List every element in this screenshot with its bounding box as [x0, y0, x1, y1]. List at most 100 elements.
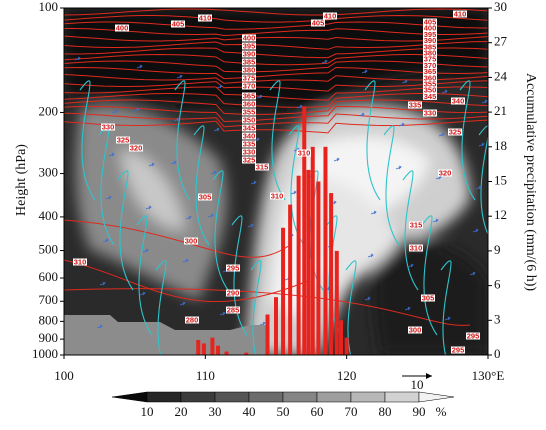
colorbar-cell — [146, 391, 182, 403]
wind-arrow — [210, 170, 217, 175]
wind-arrow — [148, 162, 155, 167]
y2-tick-label: 12 — [494, 207, 507, 222]
contour-label-box — [423, 86, 437, 94]
y2-tick-label: 24 — [494, 68, 508, 83]
colorbar-cell — [384, 391, 420, 403]
contour-label: 405 — [312, 18, 325, 27]
isentrope — [64, 219, 291, 258]
contour-label: 340 — [243, 131, 256, 140]
isentrope — [64, 80, 488, 92]
contour-label: 290 — [227, 288, 240, 297]
y-axis-title: Height (hPa) — [14, 144, 29, 216]
wind-arrow — [102, 238, 109, 243]
contour-label-box — [323, 12, 337, 20]
contour-label: 355 — [424, 79, 437, 88]
contour-label-box — [101, 123, 115, 131]
wind-arrow — [185, 215, 192, 220]
wind-arrow — [207, 213, 214, 218]
x-tick-label: 130°E — [472, 368, 505, 383]
contour-label: 340 — [452, 96, 465, 105]
wind-arrow — [139, 291, 146, 296]
contour-label: 395 — [424, 30, 437, 39]
streamline — [402, 170, 419, 291]
colorbar-label: 20 — [175, 404, 188, 419]
y-tick-label: 700 — [39, 292, 59, 307]
contour-label-box — [226, 264, 240, 272]
wind-arrow — [361, 69, 368, 74]
contour-label: 300 — [409, 325, 422, 334]
precipitation-bar — [302, 106, 307, 355]
isentrope — [64, 119, 488, 134]
y2-tick-label: 27 — [494, 34, 508, 49]
wind-arrow — [259, 321, 266, 326]
isentrope — [64, 74, 488, 84]
y-tick-label: 600 — [39, 269, 59, 284]
contour-label-box — [242, 116, 256, 124]
precipitation-bar — [323, 146, 328, 355]
contour-label-box — [408, 101, 422, 109]
contour-label-box — [171, 20, 185, 28]
wind-arrow — [176, 74, 183, 79]
colorbar-cell — [282, 391, 318, 403]
contour-label: 335 — [409, 100, 422, 109]
precipitation-bar — [210, 337, 215, 355]
contour-label-box — [423, 92, 437, 100]
y-tick-label: 1000 — [32, 346, 58, 361]
contour-label-box — [184, 237, 198, 245]
y2-tick-label: 9 — [494, 242, 501, 257]
contour-label: 360 — [243, 99, 256, 108]
precipitation-bar — [296, 175, 301, 355]
y-tick-label: 100 — [39, 0, 59, 14]
wind-arrow — [438, 132, 445, 137]
y-tick-label: 900 — [39, 330, 59, 345]
contour-label: 325 — [243, 155, 256, 164]
colorbar-cell — [316, 391, 352, 403]
contour-label: 405 — [424, 17, 437, 26]
streamline — [250, 260, 262, 355]
wind-arrow — [296, 104, 303, 109]
vector-reference-label: 10 — [411, 377, 424, 392]
isentrope — [64, 60, 488, 73]
isentrope — [64, 14, 488, 23]
colorbar-unit: % — [436, 404, 447, 419]
contour-label-box — [423, 68, 437, 76]
contour-label-box — [451, 346, 465, 354]
x-tick-label: 100 — [54, 368, 74, 383]
contour-label: 315 — [410, 220, 423, 229]
wind-arrow — [142, 248, 149, 253]
wind-arrow — [216, 84, 223, 89]
wind-arrow — [247, 223, 254, 228]
y-tick-label: 500 — [39, 242, 59, 257]
contour-label: 405 — [172, 19, 185, 28]
precipitation-bar — [224, 351, 229, 355]
colorbar-label: 10 — [141, 404, 154, 419]
precipitation-bar — [265, 314, 270, 355]
contour-label-box — [451, 97, 465, 105]
contour-label-box — [242, 100, 256, 108]
contour-label: 390 — [424, 36, 437, 45]
contour-label-box — [270, 192, 284, 200]
isentrope — [64, 47, 488, 59]
wind-arrow — [358, 112, 365, 117]
contour-label-box — [198, 14, 212, 22]
contour-label-box — [226, 289, 240, 297]
contour-label-box — [423, 55, 437, 63]
contour-label-box — [423, 61, 437, 69]
precipitation-bar — [344, 337, 349, 355]
contour-label: 360 — [424, 73, 437, 82]
contour-label-box — [423, 18, 437, 26]
wind-arrow — [364, 296, 371, 301]
contour-label: 355 — [243, 107, 256, 116]
contour-label-box — [242, 66, 256, 74]
y2-tick-label: 30 — [494, 0, 507, 14]
colorbar-label: 40 — [243, 404, 256, 419]
streamline — [383, 125, 400, 246]
isentrope — [64, 66, 488, 80]
contour-label-box — [438, 169, 452, 177]
wind-arrow — [256, 94, 263, 99]
isentrope — [64, 106, 488, 123]
wind-arrow — [250, 180, 257, 185]
wind-arrow — [99, 281, 106, 286]
colorbar-label: 90 — [413, 404, 426, 419]
